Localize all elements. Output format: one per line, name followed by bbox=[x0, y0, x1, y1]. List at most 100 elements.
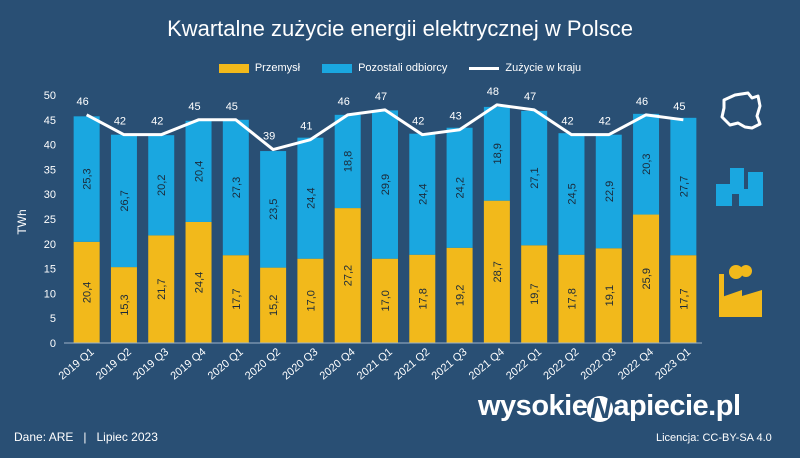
x-tick-label: 2022 Q1 bbox=[504, 346, 544, 382]
data-label-total: 42 bbox=[412, 116, 424, 128]
bar-przemysl bbox=[260, 267, 287, 343]
factory-icon bbox=[719, 265, 762, 317]
legend-item-industry: Przemysł bbox=[218, 62, 301, 74]
bar-pozostali bbox=[595, 134, 622, 249]
data-label-przemysl: 19,2 bbox=[455, 285, 467, 306]
data-label-przemysl: 20,4 bbox=[82, 282, 94, 303]
bar-przemysl bbox=[633, 214, 660, 343]
x-tick-label: 2019 Q1 bbox=[57, 346, 97, 382]
bar-przemysl bbox=[110, 267, 137, 343]
y-tick-label: 25 bbox=[44, 214, 56, 226]
bar-pozostali bbox=[185, 120, 212, 222]
data-label-pozostali: 20,3 bbox=[641, 153, 653, 174]
data-label-przemysl: 28,7 bbox=[492, 261, 504, 282]
data-label-total: 43 bbox=[449, 111, 461, 123]
x-tick-label: 2021 Q4 bbox=[467, 346, 507, 382]
data-label-przemysl: 24,4 bbox=[194, 272, 206, 293]
x-tick-label: 2021 Q3 bbox=[429, 346, 469, 382]
bar-pozostali bbox=[334, 114, 361, 209]
bar-przemysl bbox=[483, 200, 510, 343]
bar-pozostali bbox=[558, 133, 585, 255]
data-label-pozostali: 29,9 bbox=[380, 174, 392, 195]
data-label-przemysl: 17,7 bbox=[231, 288, 243, 309]
y-tick-label: 40 bbox=[44, 140, 56, 152]
x-tick-label: 2022 Q4 bbox=[616, 346, 656, 382]
logo-text: apiecie.pl bbox=[613, 390, 741, 422]
bar-pozostali bbox=[297, 137, 324, 259]
data-label-total: 42 bbox=[599, 116, 611, 128]
bar-pozostali bbox=[446, 127, 473, 248]
data-label-przemysl: 17,7 bbox=[678, 288, 690, 309]
data-label-total: 46 bbox=[636, 96, 648, 108]
y-tick-label: 45 bbox=[44, 115, 56, 127]
x-tick-label: 2022 Q3 bbox=[579, 346, 619, 382]
bar-pozostali bbox=[110, 134, 137, 268]
bar-pozostali bbox=[260, 151, 287, 268]
data-label-pozostali: 23,5 bbox=[268, 199, 280, 220]
bar-przemysl bbox=[409, 254, 436, 343]
data-label-pozostali: 27,3 bbox=[231, 177, 243, 198]
bar-pozostali bbox=[73, 116, 100, 242]
x-tick-label: 2019 Q2 bbox=[94, 346, 134, 382]
bar-pozostali bbox=[148, 135, 175, 236]
legend: Przemysł Pozostali odbiorcy Zużycie w kr… bbox=[0, 62, 800, 74]
data-label-przemysl: 21,7 bbox=[156, 278, 168, 299]
data-label-total: 47 bbox=[375, 91, 387, 103]
data-label-total: 42 bbox=[114, 116, 126, 128]
bar-pozostali bbox=[670, 117, 697, 256]
data-label-total: 45 bbox=[188, 101, 200, 113]
bar-przemysl bbox=[670, 255, 697, 343]
data-label-total: 42 bbox=[561, 116, 573, 128]
data-label-przemysl: 19,1 bbox=[604, 285, 616, 306]
bar-przemysl bbox=[73, 241, 100, 343]
bar-przemysl bbox=[222, 255, 249, 343]
data-label-total: 48 bbox=[487, 86, 499, 98]
chart-title: Kwartalne zużycie energii elektrycznej w… bbox=[167, 16, 633, 41]
data-label-przemysl: 17,0 bbox=[380, 290, 392, 311]
data-label-total: 47 bbox=[524, 91, 536, 103]
legend-swatch bbox=[469, 66, 500, 70]
y-tick-label: 15 bbox=[44, 264, 56, 276]
data-label-pozostali: 20,2 bbox=[156, 175, 168, 196]
bar-przemysl bbox=[334, 208, 361, 343]
bar-pozostali bbox=[372, 110, 398, 259]
bar-przemysl bbox=[148, 235, 175, 343]
data-label-przemysl: 27,2 bbox=[343, 265, 355, 286]
data-label-pozostali: 27,7 bbox=[678, 176, 690, 197]
bar-pozostali bbox=[483, 106, 510, 201]
x-tick-label: 2020 Q4 bbox=[318, 346, 358, 382]
y-tick-label: 0 bbox=[50, 338, 56, 350]
bar-przemysl bbox=[185, 221, 212, 343]
bar-przemysl bbox=[297, 258, 324, 343]
legend-label: Przemysł bbox=[254, 62, 301, 74]
data-label-total: 42 bbox=[151, 116, 163, 128]
legend-swatch bbox=[218, 63, 249, 73]
logo: wysokieNapiecie.pl bbox=[478, 390, 741, 424]
bar-przemysl bbox=[372, 258, 398, 343]
data-label-pozostali: 25,3 bbox=[82, 168, 94, 189]
data-label-przemysl: 17,8 bbox=[566, 288, 578, 309]
data-label-przemysl: 17,8 bbox=[417, 288, 429, 309]
bar-pozostali bbox=[409, 133, 436, 255]
bar-przemysl bbox=[521, 245, 548, 343]
data-label-total: 46 bbox=[338, 96, 350, 108]
data-label-total: 45 bbox=[226, 101, 238, 113]
y-tick-label: 10 bbox=[44, 288, 56, 300]
data-label-pozostali: 24,5 bbox=[566, 183, 578, 204]
data-label-pozostali: 20,4 bbox=[194, 161, 206, 182]
data-label-pozostali: 18,9 bbox=[492, 143, 504, 164]
data-label-pozostali: 27,1 bbox=[529, 167, 541, 188]
y-tick-label: 20 bbox=[44, 239, 56, 251]
data-label-pozostali: 24,4 bbox=[417, 183, 429, 204]
data-label-przemysl: 15,2 bbox=[268, 295, 280, 316]
data-label-pozostali: 22,9 bbox=[604, 181, 616, 202]
data-label-total: 41 bbox=[300, 121, 312, 133]
data-label-przemysl: 15,3 bbox=[119, 294, 131, 315]
x-tick-label: 2020 Q1 bbox=[206, 346, 246, 382]
x-tick-label: 2021 Q2 bbox=[392, 346, 432, 382]
legend-label: Zużycie w kraju bbox=[505, 62, 582, 74]
legend-item-others: Pozostali odbiorcy bbox=[322, 62, 447, 74]
data-label-przemysl: 17,0 bbox=[305, 290, 317, 311]
bar-pozostali bbox=[222, 119, 249, 256]
